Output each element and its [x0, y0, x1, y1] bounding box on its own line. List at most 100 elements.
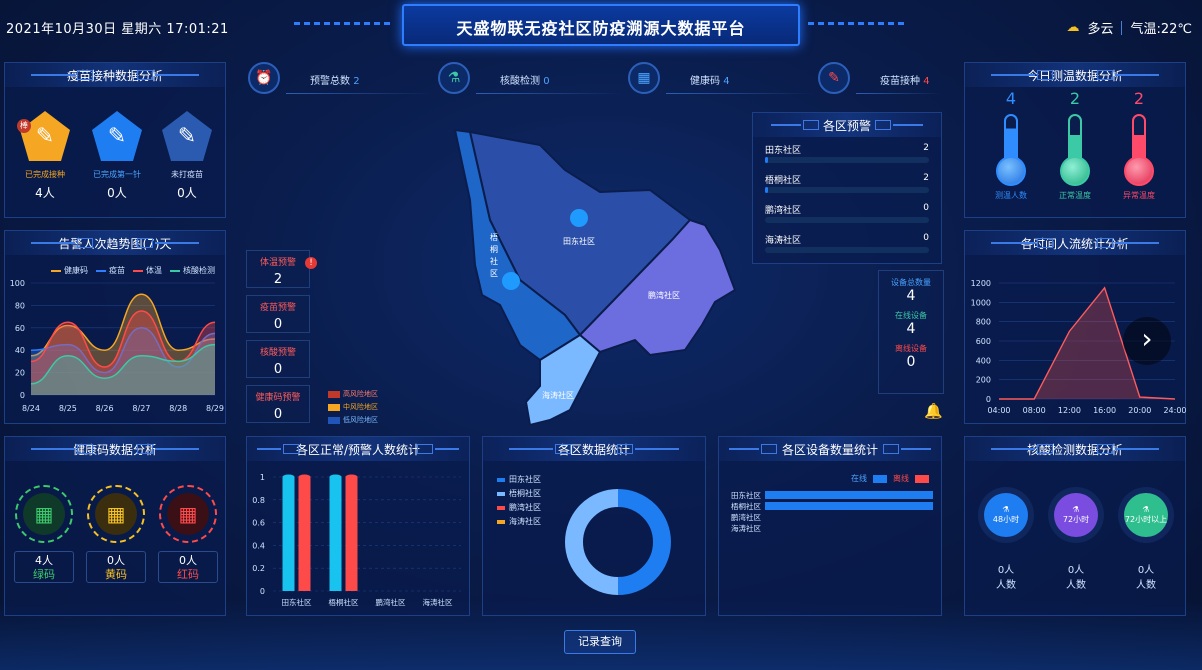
- panel-title: 各区设备数量统计: [781, 442, 878, 457]
- stat-health-code[interactable]: ▦ 健康码 4: [626, 62, 814, 96]
- alarm-vaccine[interactable]: 疫苗预警 0: [246, 295, 310, 333]
- weather: ☁ 多云 气温:22℃: [1066, 18, 1192, 37]
- temperature-count: 4: [1005, 89, 1017, 108]
- panel-title: 各区预警: [822, 118, 871, 133]
- nucleic-unit: 人数: [996, 580, 1016, 591]
- health-code-value: 0人: [107, 554, 125, 567]
- test-tube-icon: ⚗ 72小时以上: [1124, 493, 1168, 537]
- y-tick-label: 1: [260, 473, 265, 482]
- vaccine-value: 0人: [177, 186, 197, 200]
- panel-header: 告警人次趋势图(7)天: [5, 231, 225, 255]
- map-region-haitao[interactable]: [524, 333, 602, 427]
- next-arrow-button[interactable]: ›: [1123, 317, 1171, 365]
- alarm-temperature[interactable]: 体温预警 2 !: [246, 250, 317, 288]
- alarm-health-code[interactable]: 健康码预警 0: [246, 385, 310, 423]
- y-tick-label: 海涛社区: [731, 523, 761, 533]
- district-value: 0: [923, 203, 929, 213]
- bar: [765, 491, 933, 499]
- health-code-panel: 健康码数据分析 ▦ 4人 绿码 ▦ 0人 黄码 ▦ 0人 红码: [4, 436, 226, 616]
- health-code-label: 绿码: [33, 568, 55, 581]
- stat-value: 2: [353, 76, 360, 87]
- progress-bar: [765, 157, 929, 163]
- temperature-label: 测温人数: [995, 191, 1027, 200]
- stat-label: 健康码: [690, 76, 720, 87]
- y-tick-label: 800: [976, 318, 991, 327]
- bar: [329, 477, 342, 591]
- trend-chart: 100 80 60 40 20 0 8/24 8/25 8/26 8/27 8/28 8/29: [10, 279, 224, 413]
- y-tick-label: 20: [15, 369, 25, 378]
- x-tick-label: 8/24: [22, 404, 40, 413]
- vaccine-value: 0人: [107, 186, 127, 200]
- series-line: [30, 327, 216, 374]
- legend-item: 海涛社区: [497, 515, 541, 529]
- y-tick-label: 0.8: [252, 496, 265, 505]
- panel-header: 今日测温数据分析: [965, 63, 1185, 87]
- vaccine-label: 已完成第一针: [93, 170, 141, 179]
- thermometer-icon: [996, 156, 1026, 186]
- district-name: 海涛社区: [765, 236, 802, 246]
- thermometer: 2 异常温度: [1109, 89, 1169, 201]
- test-tube-icon: ⚗: [438, 62, 470, 94]
- nucleic-value: 0人: [997, 565, 1015, 576]
- trend-legend: 健康码 疫苗 体温 核酸检测: [51, 265, 215, 276]
- y-tick-label: 100: [10, 279, 25, 288]
- thermometer: 2 正常温度: [1045, 89, 1105, 201]
- qr-code-icon: ▦: [23, 493, 65, 535]
- record-query-button[interactable]: 记录查询: [564, 630, 636, 654]
- map-label-haitao: 海涛社区: [542, 390, 574, 400]
- panel-title: 健康码数据分析: [72, 442, 157, 457]
- x-tick-label: 田东社区: [282, 597, 312, 607]
- warning-icon: !: [305, 257, 317, 269]
- y-tick-label: 600: [976, 337, 991, 346]
- location-pin-icon[interactable]: [502, 272, 520, 290]
- nucleic-item: ⚗ 48小时 0人 人数: [975, 487, 1037, 591]
- progress-bar: [765, 187, 929, 193]
- district-device-panel: 各区设备数量统计 在线 离线 田东社区 梧桐社区 鹏湾社区 海涛社区: [718, 436, 942, 616]
- district-warning-panel: 各区预警 田东社区 2 梧桐社区 2 鹏湾社区 0 海涛社区 0: [752, 112, 942, 264]
- legend-item: 疫苗: [96, 265, 125, 276]
- thermometer: 4 测温人数: [981, 89, 1041, 201]
- bar-cap: [329, 474, 342, 480]
- y-tick-label: 200: [976, 376, 991, 385]
- equipment-value: 4: [906, 288, 916, 304]
- test-tube-icon: ⚗ 48小时: [984, 493, 1028, 537]
- qr-code-icon: ▦: [95, 493, 137, 535]
- temperature-text: 气温:22℃: [1130, 22, 1192, 37]
- bell-icon[interactable]: 🔔: [924, 402, 943, 420]
- alarm-icon: ⏰: [248, 62, 280, 94]
- stat-label: 预警总数: [310, 76, 350, 87]
- page-title: 天盛物联无疫社区防疫溯源大数据平台: [456, 19, 746, 38]
- syringe-icon: ✎: [20, 111, 70, 161]
- test-tube-icon: ⚗ 72小时: [1054, 493, 1098, 537]
- legend-item: 田东社区: [497, 473, 541, 487]
- stat-warning-total[interactable]: ⏰ 预警总数 2: [246, 62, 434, 96]
- health-code-value: 4人: [35, 554, 53, 567]
- legend-item: 体温: [133, 265, 162, 276]
- stat-nucleic-test[interactable]: ⚗ 核酸检测 0: [436, 62, 624, 96]
- legend-item: 健康码: [51, 265, 88, 276]
- risk-legend: 高风险地区 中风险地区 低风险地区: [328, 388, 378, 427]
- stat-label: 核酸检测: [500, 76, 540, 87]
- bar: [345, 477, 358, 591]
- health-code-item: ▦ 0人 红码: [157, 485, 219, 583]
- temperature-label: 异常温度: [1123, 191, 1155, 200]
- legend-item: 中风险地区: [328, 401, 378, 414]
- stat-vaccination[interactable]: ✎ 疫苗接种 4: [816, 62, 942, 96]
- legend-item: 鹏湾社区: [497, 501, 541, 515]
- panel-header: 各时间人流统计分析: [965, 231, 1185, 255]
- health-code-value: 0人: [179, 554, 197, 567]
- y-tick-label: 0.4: [252, 541, 265, 550]
- map-region-wutong[interactable]: [453, 128, 582, 362]
- alarm-nucleic[interactable]: 核酸预警 0: [246, 340, 310, 378]
- x-tick-label: 鹏湾社区: [376, 597, 406, 607]
- flow-chart: 1200 1000 800 600 400 200 0 04:00 08:00 12:00 16:0…: [971, 279, 1187, 415]
- vaccine-label: 未打疫苗: [171, 170, 203, 179]
- y-tick-label: 0.6: [252, 519, 265, 528]
- legend-item: 梧桐社区: [497, 487, 541, 501]
- x-tick-label: 8/27: [132, 404, 150, 413]
- temperature-count: 2: [1133, 89, 1145, 108]
- panel-header: 各区数据统计: [483, 437, 705, 461]
- y-tick-label: 1200: [971, 279, 991, 288]
- location-pin-icon[interactable]: [570, 209, 588, 227]
- equipment-label: 在线设备: [895, 311, 927, 320]
